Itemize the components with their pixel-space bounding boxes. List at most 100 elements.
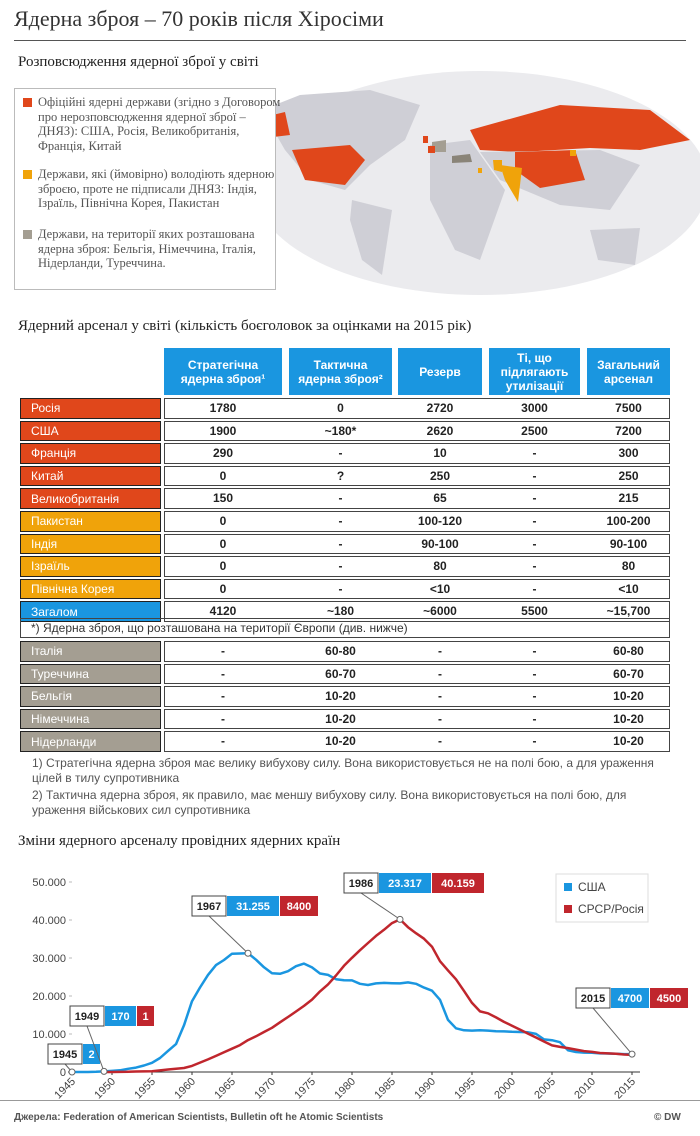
table-cell: - [532,536,537,551]
data-row [164,601,670,622]
table-cell: 1900 [209,423,237,438]
y-tick-label: 40.000 [32,915,66,927]
callout-year: 1967 [197,901,221,913]
country-orange [478,168,482,173]
table-cell: 3000 [521,401,548,415]
callout-year: 1986 [349,878,373,890]
table-cell: <10 [429,581,451,596]
country-orange [500,165,522,202]
data-row [164,663,670,685]
table-cell: ~6000 [423,604,457,619]
table-cell: - [438,734,442,749]
table-cell: - [532,514,537,528]
callout-value: 1 [142,1011,148,1023]
table-cell: 80 [621,559,636,574]
table-cell: 2720 [426,401,454,415]
table-cell: - [438,711,442,726]
legend-item: Держави, на території яких розташована я… [23,227,283,271]
table-cell: 215 [618,491,639,506]
table-cell: 0 [219,468,227,483]
data-row [164,420,670,442]
table-cell: - [338,536,343,551]
callout-year: 1949 [75,1011,99,1023]
table-cell: 90-100 [609,536,648,551]
callout-value: 31.255 [236,901,270,913]
column-header: Тактична ядерна зброя² [289,348,392,395]
column-header: Стратегічна ядерна зброя¹ [164,348,282,395]
table-cell: 0 [219,581,227,596]
row-label: Німеччина [20,708,161,730]
table-cell: 7200 [615,423,642,438]
table-cell: 250 [618,468,639,483]
table-cell: 4120 [209,604,237,619]
table-cell: - [338,581,343,596]
x-tick-label: 1975 [292,1076,318,1102]
table-cell: 150 [212,491,234,506]
column-header: Ті, що підлягають утилізації [489,348,580,395]
x-tick-label: 2015 [612,1076,638,1102]
table-cell: 250 [429,468,451,483]
row-label: Пакистан [20,511,161,532]
land [590,228,640,265]
land [430,140,505,260]
row-label: Північна Корея [20,578,161,600]
country-orange [493,160,502,172]
table-cell: - [532,644,537,658]
table-cell: 65 [433,491,447,506]
callout-leader [208,915,249,954]
x-tick-label: 2010 [572,1076,598,1102]
data-row [164,465,670,487]
footnote: 1) Стратегічна ядерна зброя має велику в… [32,756,654,785]
country-red [428,146,435,153]
table-cell: 0 [219,514,227,528]
table-cell: - [338,446,343,461]
data-row [164,398,670,419]
x-tick-label: 1965 [212,1076,238,1102]
table-cell: - [338,559,343,574]
row-label: Росія [20,398,161,419]
country-grey [452,154,472,163]
row-label: Великобританія [20,488,161,509]
map-legend: Офіційні ядерні держави (згідно з Догово… [14,88,280,290]
table-cell: - [532,581,537,596]
data-row [164,578,670,600]
legend-label: США [578,880,606,894]
table-cell: 5500 [521,604,548,619]
callout-value-box [105,1006,136,1026]
legend-item: Офіційні ядерні держави (згідно з Догово… [23,95,283,153]
y-tick-label: 30.000 [32,953,66,965]
data-row [164,443,670,464]
x-tick-label: 1985 [372,1076,398,1102]
data-row [164,641,670,662]
country-red [515,150,585,188]
row-label: Туреччина [20,663,161,685]
callout-year: 2015 [581,993,605,1005]
callout-value-box [650,988,688,1008]
legend-swatch [23,170,32,179]
row-label: Загалом [20,601,161,622]
table-cell: 10-20 [613,711,644,726]
callout-value-box [611,988,649,1008]
footnote: 2) Тактична ядерна зброя, як правило, ма… [32,788,627,817]
table-cell: - [532,689,537,704]
table-cell: 10-20 [325,689,356,704]
country-red [292,145,365,185]
data-row [164,488,670,509]
callout-leader [592,1007,633,1055]
callout-value: 4500 [657,993,681,1005]
callout-year-box [575,987,611,1009]
land [350,200,392,275]
callout-value-box [227,896,279,916]
map-title: Розповсюдження ядерної зброї у світі [18,54,259,70]
callout-value: 170 [111,1011,129,1023]
column-header: Резерв [398,348,482,395]
table-cell: - [221,711,225,726]
table-cell: 0 [219,536,227,551]
table-cell: - [532,468,537,483]
table-cell: 10-20 [613,689,644,704]
legend-swatch [564,905,572,913]
data-row [164,708,670,730]
title-rule [14,40,686,41]
table-cell: ~180* [324,423,357,438]
